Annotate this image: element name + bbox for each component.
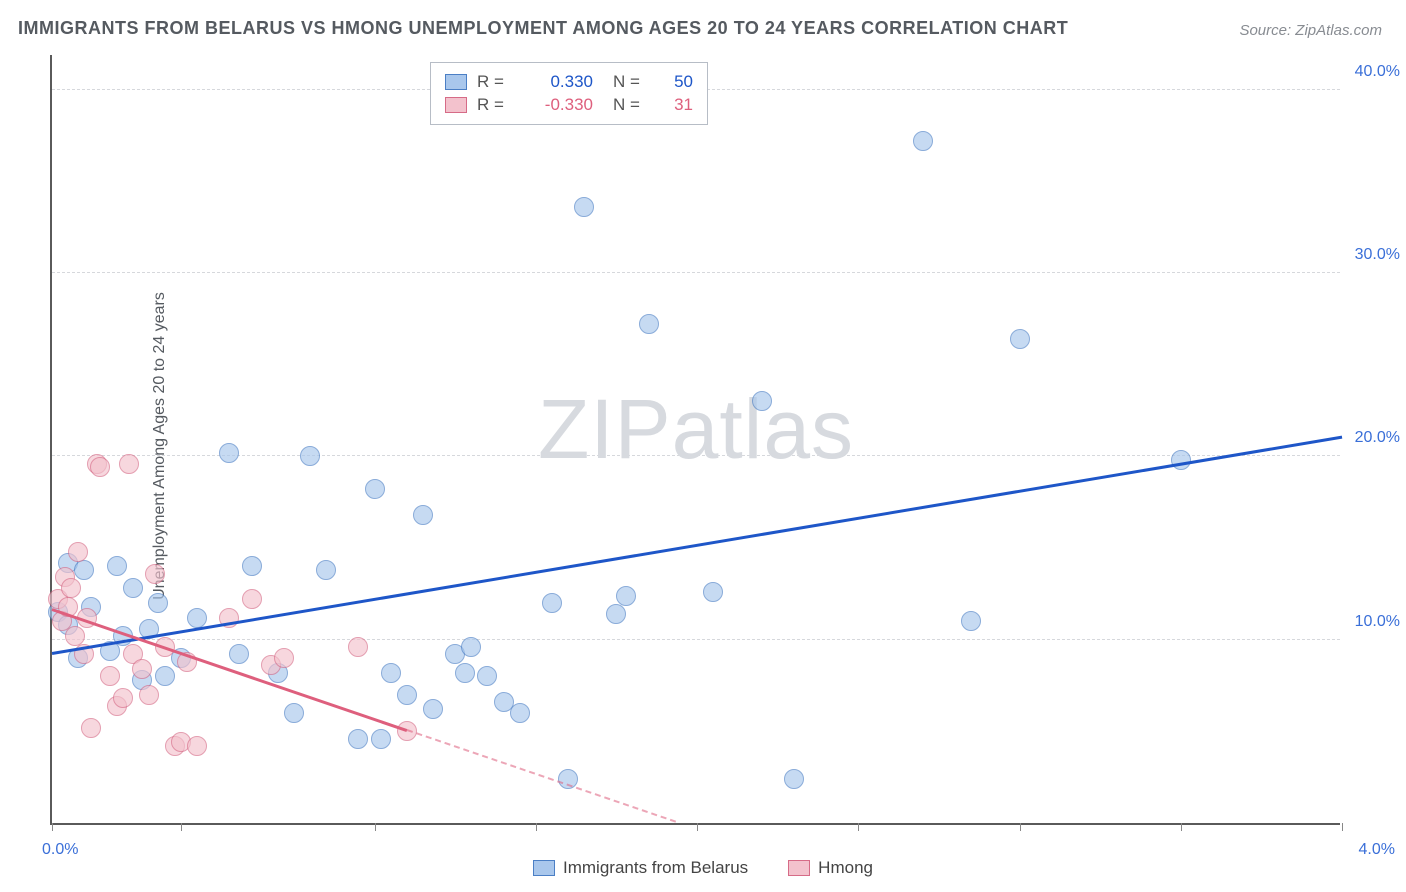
data-point xyxy=(100,666,120,686)
watermark: ZIPatlas xyxy=(538,381,854,478)
data-point xyxy=(365,479,385,499)
x-tick xyxy=(52,823,53,831)
data-point xyxy=(348,637,368,657)
data-point xyxy=(187,608,207,628)
data-point xyxy=(413,505,433,525)
chart-title: IMMIGRANTS FROM BELARUS VS HMONG UNEMPLO… xyxy=(18,18,1068,39)
y-tick-label: 30.0% xyxy=(1355,246,1400,264)
gridline xyxy=(52,455,1340,456)
legend-swatch xyxy=(788,860,810,876)
data-point xyxy=(1171,450,1191,470)
legend-r-value: 0.330 xyxy=(521,72,593,92)
legend-n-value: 50 xyxy=(657,72,693,92)
data-point xyxy=(107,556,127,576)
legend-n-label: N = xyxy=(613,72,647,92)
data-point xyxy=(1010,329,1030,349)
data-point xyxy=(74,560,94,580)
data-point xyxy=(371,729,391,749)
data-point xyxy=(913,131,933,151)
x-tick xyxy=(858,823,859,831)
data-point xyxy=(242,589,262,609)
plot-area: 10.0%20.0%30.0%40.0%0.0%4.0%ZIPatlas xyxy=(50,55,1340,825)
data-point xyxy=(961,611,981,631)
data-point xyxy=(606,604,626,624)
legend-label: Hmong xyxy=(818,858,873,878)
trendline xyxy=(52,436,1342,655)
data-point xyxy=(574,197,594,217)
data-point xyxy=(639,314,659,334)
data-point xyxy=(145,564,165,584)
x-tick-label-left: 0.0% xyxy=(42,841,78,859)
x-tick xyxy=(1181,823,1182,831)
data-point xyxy=(284,703,304,723)
data-point xyxy=(65,626,85,646)
legend-stat-row: R = 0.330 N = 50 xyxy=(445,72,693,92)
y-tick-label: 40.0% xyxy=(1355,63,1400,81)
data-point xyxy=(187,736,207,756)
data-point xyxy=(316,560,336,580)
gridline xyxy=(52,272,1340,273)
data-point xyxy=(397,685,417,705)
legend-label: Immigrants from Belarus xyxy=(563,858,748,878)
data-point xyxy=(148,593,168,613)
legend-item: Immigrants from Belarus xyxy=(533,858,748,878)
x-tick xyxy=(1342,823,1343,831)
data-point xyxy=(784,769,804,789)
data-point xyxy=(455,663,475,683)
data-point xyxy=(510,703,530,723)
data-point xyxy=(274,648,294,668)
data-point xyxy=(61,578,81,598)
legend-n-value: 31 xyxy=(657,95,693,115)
data-point xyxy=(113,688,133,708)
data-point xyxy=(477,666,497,686)
data-point xyxy=(68,542,88,562)
x-tick xyxy=(536,823,537,831)
legend-n-label: N = xyxy=(613,95,647,115)
data-point xyxy=(81,718,101,738)
trendline-extrapolated xyxy=(406,729,675,823)
legend-series: Immigrants from Belarus Hmong xyxy=(0,858,1406,878)
x-tick-label-right: 4.0% xyxy=(1359,841,1395,859)
data-point xyxy=(381,663,401,683)
data-point xyxy=(348,729,368,749)
data-point xyxy=(300,446,320,466)
data-point xyxy=(155,666,175,686)
data-point xyxy=(703,582,723,602)
x-tick xyxy=(375,823,376,831)
data-point xyxy=(139,685,159,705)
legend-swatch xyxy=(445,74,467,90)
legend-stat-row: R = -0.330 N = 31 xyxy=(445,95,693,115)
data-point xyxy=(90,457,110,477)
data-point xyxy=(616,586,636,606)
y-tick-label: 10.0% xyxy=(1355,613,1400,631)
gridline xyxy=(52,639,1340,640)
x-tick xyxy=(697,823,698,831)
data-point xyxy=(219,443,239,463)
data-point xyxy=(229,644,249,664)
legend-item: Hmong xyxy=(788,858,873,878)
legend-swatch xyxy=(533,860,555,876)
y-tick-label: 20.0% xyxy=(1355,429,1400,447)
legend-r-label: R = xyxy=(477,95,511,115)
legend-r-label: R = xyxy=(477,72,511,92)
legend-stats: R = 0.330 N = 50 R = -0.330 N = 31 xyxy=(430,62,708,125)
x-tick xyxy=(181,823,182,831)
x-tick xyxy=(1020,823,1021,831)
data-point xyxy=(423,699,443,719)
source-attribution: Source: ZipAtlas.com xyxy=(1239,22,1382,39)
data-point xyxy=(132,659,152,679)
data-point xyxy=(752,391,772,411)
data-point xyxy=(242,556,262,576)
legend-r-value: -0.330 xyxy=(521,95,593,115)
legend-swatch xyxy=(445,97,467,113)
data-point xyxy=(119,454,139,474)
data-point xyxy=(542,593,562,613)
data-point xyxy=(461,637,481,657)
data-point xyxy=(123,578,143,598)
